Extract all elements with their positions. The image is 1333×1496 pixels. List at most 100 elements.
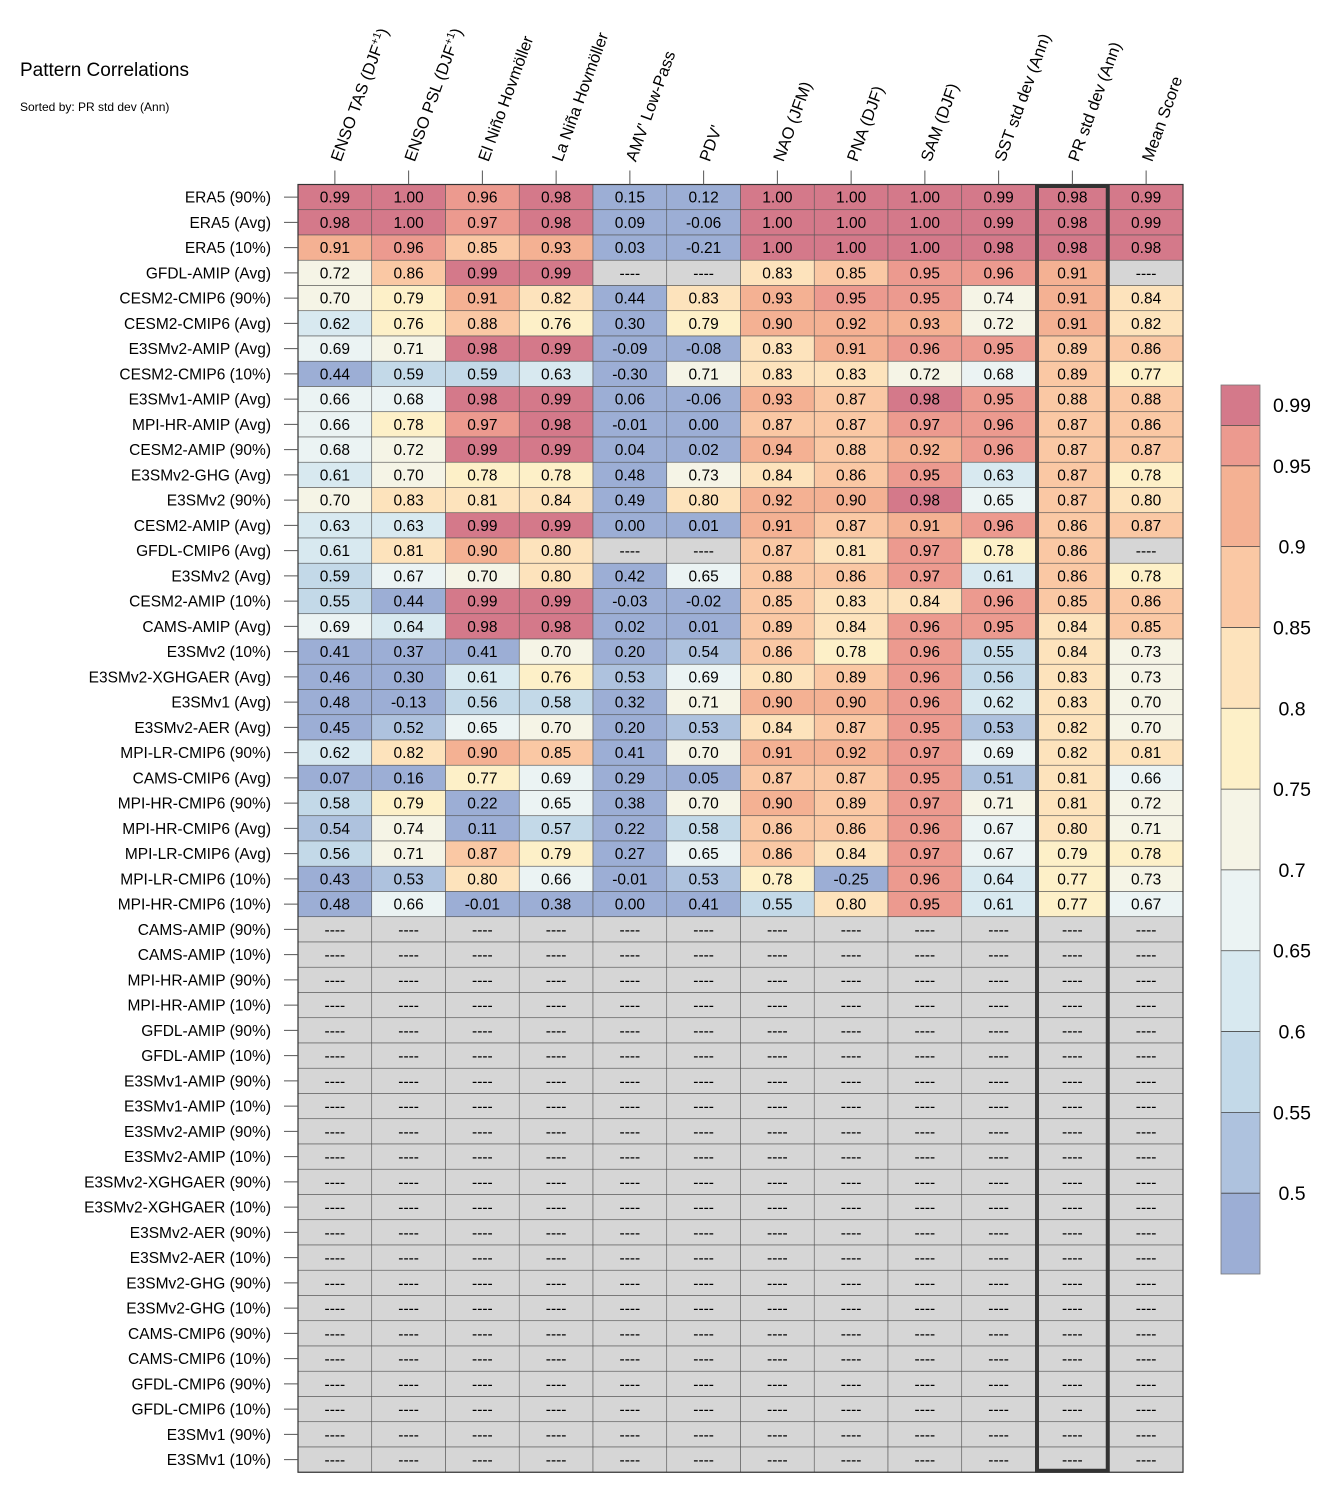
heatmap-cell bbox=[887, 689, 963, 716]
cell-value-label: 0.86 bbox=[836, 821, 866, 838]
cell-value-label: ---- bbox=[325, 1452, 346, 1469]
cell-value-label: ---- bbox=[398, 1174, 419, 1191]
heatmap-cell bbox=[592, 588, 668, 615]
cell-value-label: 0.52 bbox=[394, 720, 424, 737]
heatmap-cell bbox=[666, 209, 741, 236]
cell-value-label: 0.70 bbox=[320, 291, 351, 308]
cell-value-label: ---- bbox=[693, 1073, 714, 1090]
cell-value-label: ---- bbox=[546, 922, 567, 939]
heatmap-cell bbox=[1035, 790, 1110, 817]
cell-value-label: 0.53 bbox=[394, 871, 424, 888]
cell-value-label: 0.90 bbox=[467, 745, 498, 762]
cell-value-label: ---- bbox=[841, 1099, 862, 1116]
cell-value-label: ---- bbox=[1062, 1452, 1083, 1469]
cell-value-label: ---- bbox=[325, 998, 346, 1015]
heatmap-cell bbox=[740, 865, 815, 892]
row-label: MPI-HR-CMIP6 (Avg) bbox=[122, 821, 271, 838]
heatmap-cell bbox=[813, 992, 889, 1019]
heatmap-cell bbox=[518, 234, 594, 261]
cell-value-label: 0.95 bbox=[984, 341, 1014, 358]
heatmap-cell bbox=[961, 764, 1036, 791]
cell-value-label: 0.55 bbox=[762, 897, 792, 914]
cell-value-label: 0.02 bbox=[689, 442, 719, 459]
cell-value-label: 0.92 bbox=[836, 316, 866, 333]
heatmap-cell bbox=[666, 411, 741, 438]
cell-value-label: 0.99 bbox=[467, 594, 497, 611]
heatmap-cell bbox=[887, 1067, 963, 1094]
heatmap-cell bbox=[740, 335, 815, 362]
row-label: E3SMv1-AMIP (90%) bbox=[124, 1073, 271, 1090]
cell-value-label: 0.87 bbox=[762, 770, 792, 787]
heatmap-cell bbox=[518, 1042, 594, 1069]
cell-value-label: ---- bbox=[620, 1174, 641, 1191]
heatmap-cell bbox=[1108, 285, 1184, 312]
cell-value-label: ---- bbox=[398, 1225, 419, 1242]
cell-value-label: 0.16 bbox=[394, 770, 424, 787]
heatmap-cell bbox=[887, 1042, 963, 1069]
colorbar-tick-label: 0.85 bbox=[1273, 617, 1311, 639]
cell-value-label: ---- bbox=[693, 1427, 714, 1444]
heatmap-cell bbox=[1035, 714, 1110, 741]
heatmap-cell bbox=[961, 1269, 1036, 1296]
heatmap-cell bbox=[961, 1421, 1036, 1448]
cell-value-label: ---- bbox=[620, 947, 641, 964]
cell-value-label: 0.98 bbox=[1057, 215, 1087, 232]
heatmap-cell bbox=[666, 865, 741, 892]
cell-value-label: 0.99 bbox=[541, 265, 571, 282]
cell-value-label: ---- bbox=[693, 1351, 714, 1368]
cell-value-label: ---- bbox=[546, 1452, 567, 1469]
cell-value-label: 0.92 bbox=[836, 745, 866, 762]
cell-value-label: -0.01 bbox=[612, 871, 647, 888]
cell-value-label: ---- bbox=[841, 1023, 862, 1040]
heatmap-cell bbox=[1108, 411, 1184, 438]
heatmap-cell bbox=[592, 1421, 668, 1448]
cell-value-label: 0.85 bbox=[467, 240, 497, 257]
cell-value-label: 0.99 bbox=[541, 341, 571, 358]
cell-value-label: 0.74 bbox=[984, 291, 1015, 308]
heatmap-cell bbox=[887, 1446, 963, 1473]
cell-value-label: 0.38 bbox=[615, 796, 645, 813]
cell-value-label: 0.98 bbox=[541, 619, 571, 636]
cell-value-label: ---- bbox=[841, 1351, 862, 1368]
heatmap-cell bbox=[740, 360, 815, 387]
cell-value-label: 0.98 bbox=[1131, 240, 1161, 257]
cell-value-label: ---- bbox=[1062, 1149, 1083, 1166]
cell-value-label: ---- bbox=[472, 1351, 493, 1368]
cell-value-label: 0.99 bbox=[541, 442, 571, 459]
cell-value-label: 0.41 bbox=[320, 644, 350, 661]
heatmap-cell bbox=[740, 562, 815, 589]
cell-value-label: 0.61 bbox=[984, 897, 1014, 914]
cell-value-label: 0.67 bbox=[394, 568, 424, 585]
cell-value-label: ---- bbox=[325, 1301, 346, 1318]
colorbar-tick-label: 0.75 bbox=[1273, 779, 1311, 801]
column-label: ENSO TAS (DJF+1) bbox=[327, 26, 393, 164]
cell-value-label: 0.98 bbox=[541, 190, 571, 207]
cell-value-label: 0.43 bbox=[320, 871, 350, 888]
row-label: MPI-HR-CMIP6 (90%) bbox=[118, 796, 271, 813]
heatmap-cell bbox=[961, 310, 1036, 337]
heatmap-cell bbox=[740, 285, 815, 312]
cell-value-label: 0.86 bbox=[836, 568, 866, 585]
cell-value-label: 0.96 bbox=[984, 518, 1014, 535]
heatmap-cell bbox=[813, 891, 889, 918]
heatmap-cell bbox=[518, 537, 594, 564]
cell-value-label: ---- bbox=[1062, 922, 1083, 939]
cell-value-label: 0.73 bbox=[1131, 871, 1161, 888]
cell-value-label: ---- bbox=[1062, 1073, 1083, 1090]
cell-value-label: 0.97 bbox=[910, 417, 940, 434]
heatmap-cell bbox=[1108, 739, 1184, 766]
column-label: PR std dev (Ann) bbox=[1065, 40, 1125, 164]
cell-value-label: 0.70 bbox=[689, 745, 720, 762]
cell-value-label: 1.00 bbox=[394, 215, 425, 232]
cell-value-label: ---- bbox=[841, 1275, 862, 1292]
colorbar-segment bbox=[1221, 950, 1260, 1032]
cell-value-label: 0.76 bbox=[541, 669, 571, 686]
cell-value-label: ---- bbox=[398, 1073, 419, 1090]
cell-value-label: 0.58 bbox=[689, 821, 719, 838]
cell-value-label: 0.91 bbox=[910, 518, 940, 535]
cell-value-label: 0.81 bbox=[1057, 796, 1087, 813]
cell-value-label: ---- bbox=[1062, 1048, 1083, 1065]
column-label: NAO (JFM) bbox=[770, 79, 815, 164]
cell-value-label: 1.00 bbox=[394, 190, 425, 207]
colorbar-segment bbox=[1221, 708, 1260, 790]
